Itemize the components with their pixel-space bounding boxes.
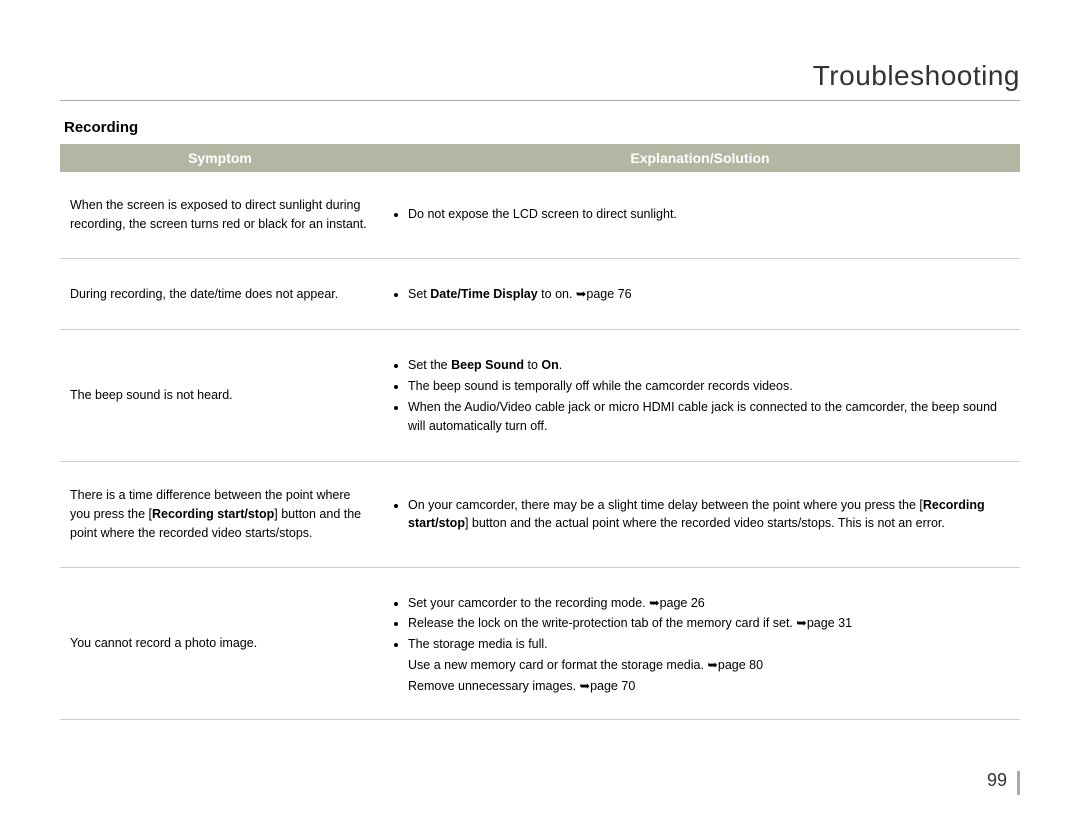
table-row: When the screen is exposed to direct sun…	[60, 172, 1020, 258]
page-number: 99	[987, 771, 1020, 795]
solution-cell: Set your camcorder to the recording mode…	[380, 567, 1020, 720]
symptom-cell: There is a time difference between the p…	[60, 462, 380, 567]
table-row: The beep sound is not heard.Set the Beep…	[60, 330, 1020, 462]
table-row: You cannot record a photo image. Set your…	[60, 567, 1020, 720]
symptom-cell: During recording, the date/time does not…	[60, 258, 380, 330]
solution-bullet: When the Audio/Video cable jack or micro…	[408, 398, 1010, 436]
solution-bullet: Release the lock on the write-protection…	[408, 614, 1010, 633]
solution-cell: Do not expose the LCD screen to direct s…	[380, 172, 1020, 258]
solution-bullet: The beep sound is temporally off while t…	[408, 377, 1010, 396]
col-header-symptom: Symptom	[60, 144, 380, 172]
solution-bullet: Set Date/Time Display to on. ➥page 76	[408, 285, 1010, 304]
solution-cell: On your camcorder, there may be a slight…	[380, 462, 1020, 567]
solution-bullet: The storage media is full.	[408, 635, 1010, 654]
col-header-solution: Explanation/Solution	[380, 144, 1020, 172]
page-title: Troubleshooting	[60, 60, 1020, 101]
solution-subline: Remove unnecessary images. ➥page 70	[390, 677, 1010, 696]
solution-cell: Set the Beep Sound to On. The beep sound …	[380, 330, 1020, 462]
table-row: During recording, the date/time does not…	[60, 258, 1020, 330]
solution-subline: Use a new memory card or format the stor…	[390, 656, 1010, 675]
section-heading: Recording	[60, 119, 1020, 136]
symptom-cell: When the screen is exposed to direct sun…	[60, 172, 380, 258]
solution-bullet: On your camcorder, there may be a slight…	[408, 496, 1010, 534]
symptom-cell: You cannot record a photo image.	[60, 567, 380, 720]
solution-bullet: Set the Beep Sound to On.	[408, 356, 1010, 375]
solution-bullet: Do not expose the LCD screen to direct s…	[408, 205, 1010, 224]
solution-cell: Set Date/Time Display to on. ➥page 76	[380, 258, 1020, 330]
solution-bullet: Set your camcorder to the recording mode…	[408, 594, 1010, 613]
troubleshooting-table: Symptom Explanation/Solution When the sc…	[60, 144, 1020, 720]
table-row: There is a time difference between the p…	[60, 462, 1020, 567]
symptom-cell: The beep sound is not heard.	[60, 330, 380, 462]
